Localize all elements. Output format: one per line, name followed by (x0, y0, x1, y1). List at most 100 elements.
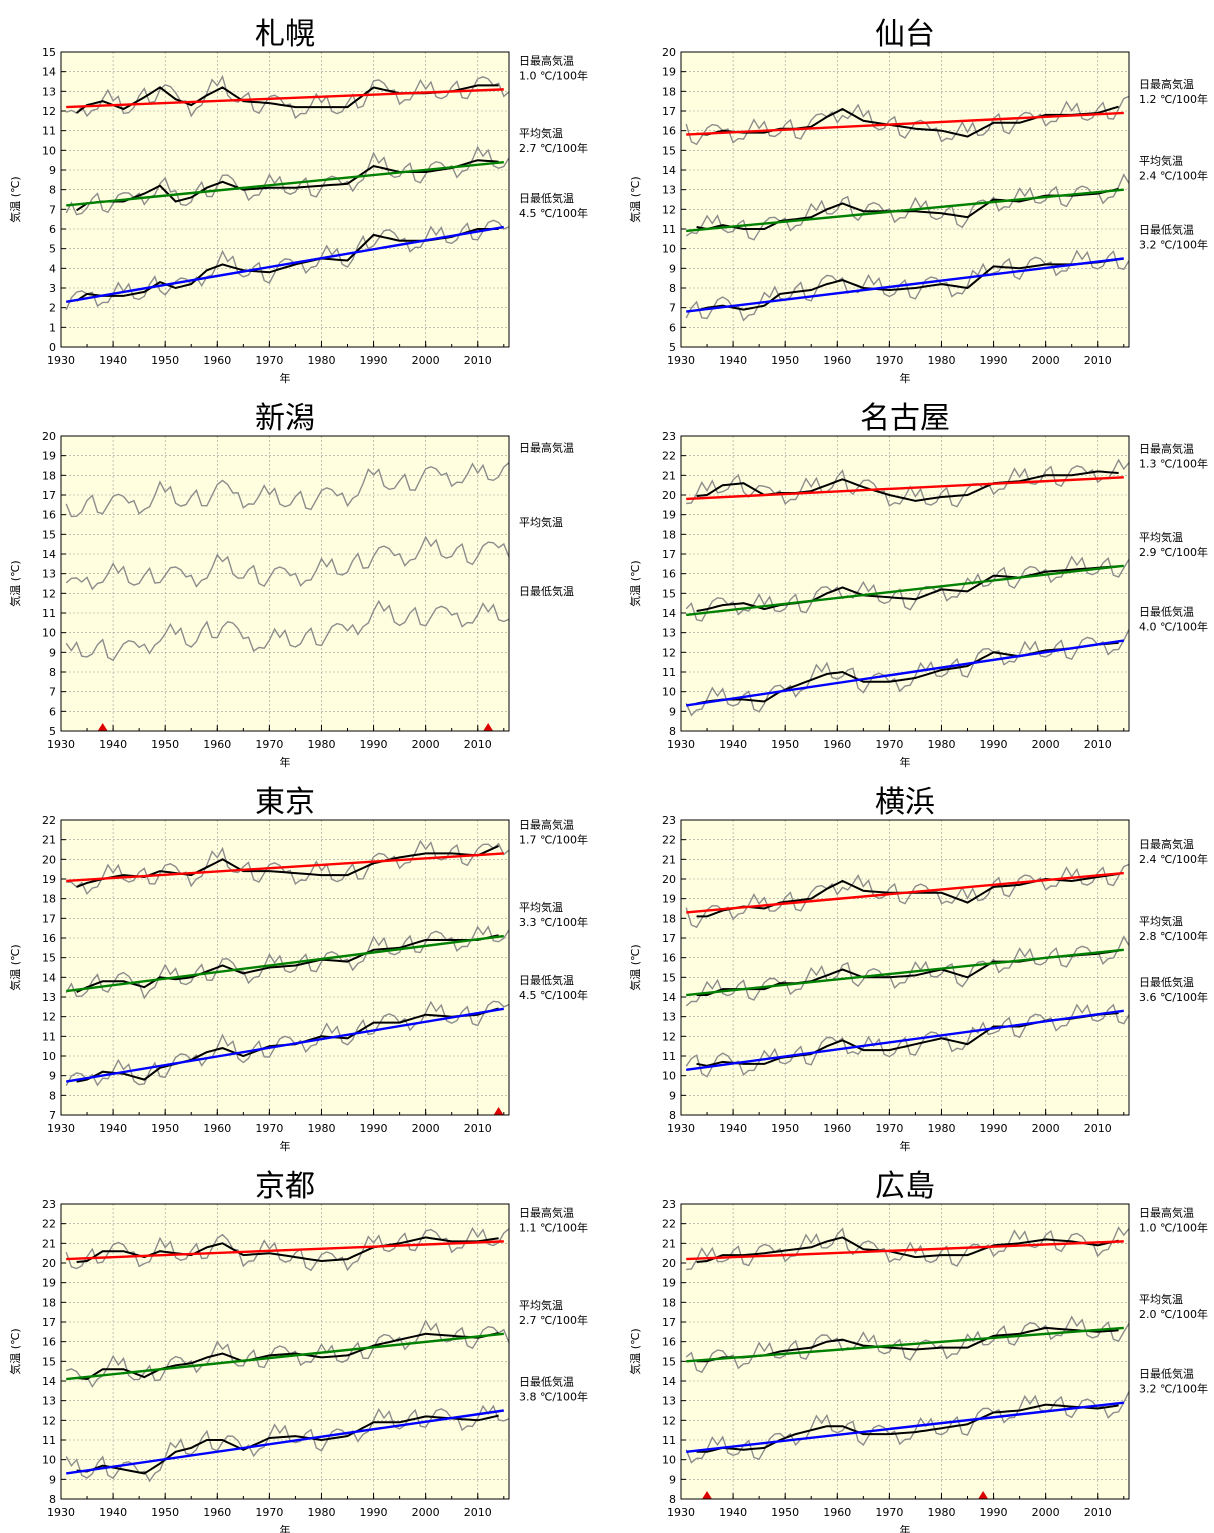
chart-4: 7 8 9 10 11 12 13 14 15 16 17 18 19 20 21 22 1930 1940 195… (8, 785, 588, 1153)
x-tick-label: 1930 (47, 738, 75, 751)
x-axis-label: 年 (900, 371, 911, 385)
x-axis-label: 年 (280, 371, 291, 385)
y-tick-label: 20 (662, 489, 676, 502)
x-tick-label: 1940 (99, 354, 127, 367)
x-tick-label: 1970 (255, 738, 283, 751)
x-tick-label: 1970 (875, 1506, 903, 1519)
running-mean-line (76, 1332, 499, 1381)
series-name-label: 日最低気温 (519, 1375, 574, 1389)
y-tick-label: 11 (42, 125, 56, 138)
trend-line (686, 1009, 1124, 1071)
series-name-label: 日最高気温 (519, 440, 574, 454)
y-tick-label: 16 (662, 568, 676, 581)
trend-rate-label: 3.2 ℃/100年 (1139, 238, 1208, 252)
series-name-label: 日最高気温 (1139, 77, 1194, 91)
series-name-label: 日最高気温 (1139, 837, 1194, 851)
trend-line (686, 257, 1124, 313)
x-tick-label: 1980 (927, 354, 955, 367)
y-tick-label: 19 (42, 873, 56, 886)
chart-title: 東京 (255, 785, 315, 820)
plot-area (61, 820, 509, 1115)
y-tick-label: 8 (49, 1089, 56, 1102)
x-tick-label: 1960 (823, 1122, 851, 1135)
x-tick-label: 1960 (203, 738, 231, 751)
y-tick-label: 15 (42, 528, 56, 541)
trend-line (66, 88, 504, 109)
y-tick-label: 11 (662, 223, 676, 236)
x-tick-label: 1980 (307, 738, 335, 751)
annual-series-line (685, 629, 1130, 717)
x-tick-label: 2000 (1032, 1122, 1060, 1135)
x-axis-label: 年 (280, 1139, 291, 1153)
x-tick-label: 1990 (980, 354, 1008, 367)
y-tick-label: 14 (42, 548, 56, 561)
y-tick-label: 9 (49, 646, 56, 659)
y-tick-label: 6 (669, 321, 676, 334)
chart-7: 8 9 10 11 12 13 14 15 16 17 18 19 20 21 22 23 1930 1940 19… (628, 1169, 1208, 1533)
trend-rate-label: 2.8 ℃/100年 (1139, 929, 1208, 943)
running-mean-line (76, 159, 499, 212)
series-name-label: 日最低気温 (1139, 605, 1194, 619)
x-tick-label: 2010 (464, 1122, 492, 1135)
chart-title: 横浜 (875, 785, 935, 820)
y-tick-label: 13 (662, 627, 676, 640)
trend-rate-label: 2.7 ℃/100年 (519, 141, 588, 155)
x-tick-label: 1990 (360, 1122, 388, 1135)
trend-rate-label: 2.0 ℃/100年 (1139, 1307, 1208, 1321)
y-tick-label: 16 (42, 932, 56, 945)
y-tick-label: 18 (42, 469, 56, 482)
trend-line (66, 160, 504, 207)
y-axis-label: 気温 (℃) (628, 176, 642, 222)
y-tick-label: 17 (662, 1316, 676, 1329)
y-tick-label: 5 (49, 243, 56, 256)
y-tick-label: 8 (669, 725, 676, 738)
y-axis-label: 気温 (℃) (8, 944, 22, 990)
annual-series-line (65, 1226, 510, 1272)
y-tick-label: 17 (42, 489, 56, 502)
trend-rate-label: 1.7 ℃/100年 (519, 832, 588, 846)
y-tick-label: 23 (662, 814, 676, 827)
x-tick-label: 2000 (412, 1506, 440, 1519)
y-tick-label: 11 (662, 1050, 676, 1063)
annual-series-line (66, 839, 510, 896)
y-tick-label: 0 (49, 341, 56, 354)
y-tick-label: 16 (662, 1336, 676, 1349)
y-tick-label: 12 (42, 587, 56, 600)
plot-area (681, 1204, 1129, 1499)
y-tick-label: 15 (662, 587, 676, 600)
y-tick-label: 20 (662, 873, 676, 886)
y-tick-label: 14 (662, 607, 676, 620)
x-tick-label: 1980 (927, 1122, 955, 1135)
x-tick-label: 1970 (875, 1122, 903, 1135)
trend-rate-label: 3.8 ℃/100年 (519, 1390, 588, 1404)
y-tick-label: 18 (662, 912, 676, 925)
trend-rate-label: 2.7 ℃/100年 (519, 1313, 588, 1327)
x-tick-label: 1970 (875, 354, 903, 367)
y-axis-label: 気温 (℃) (628, 1328, 642, 1374)
annual-series-line (685, 95, 1130, 146)
y-tick-label: 14 (42, 971, 56, 984)
x-tick-label: 1940 (99, 1506, 127, 1519)
x-tick-label: 2000 (412, 354, 440, 367)
y-axis-label: 気温 (℃) (628, 560, 642, 606)
y-tick-label: 7 (49, 203, 56, 216)
x-tick-label: 1930 (47, 1122, 75, 1135)
trend-rate-label: 4.5 ℃/100年 (519, 206, 588, 220)
y-tick-label: 22 (42, 1218, 56, 1231)
x-tick-label: 1990 (360, 738, 388, 751)
trend-line (66, 934, 504, 993)
x-tick-label: 2010 (464, 738, 492, 751)
trend-line (66, 1007, 504, 1083)
y-tick-label: 16 (42, 509, 56, 522)
y-tick-label: 18 (42, 893, 56, 906)
series-name-label: 日最低気温 (1139, 975, 1194, 989)
y-tick-label: 19 (662, 66, 676, 79)
x-tick-label: 1950 (771, 1122, 799, 1135)
y-tick-label: 12 (42, 1011, 56, 1024)
chart-title: 広島 (875, 1169, 935, 1204)
series-name-label: 日最高気温 (519, 817, 574, 831)
